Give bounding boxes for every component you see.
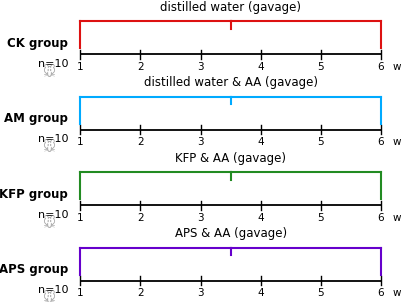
Text: 4: 4 [257, 137, 264, 147]
Text: 🐭: 🐭 [42, 292, 55, 302]
Text: 1: 1 [77, 288, 83, 298]
Text: 3: 3 [197, 288, 204, 298]
Text: KFP group: KFP group [0, 188, 68, 201]
Text: 6: 6 [378, 288, 384, 298]
Text: 4: 4 [257, 62, 264, 72]
Text: 5: 5 [318, 288, 324, 298]
Text: 5: 5 [318, 213, 324, 223]
Text: 🐭: 🐭 [42, 66, 55, 79]
Text: CK group: CK group [7, 37, 68, 50]
Text: 4: 4 [257, 288, 264, 298]
Text: APS group: APS group [0, 263, 68, 276]
Text: 🐭: 🐭 [42, 217, 55, 230]
Text: AM group: AM group [4, 112, 68, 125]
Text: 6: 6 [378, 213, 384, 223]
Text: n=10: n=10 [38, 134, 68, 144]
Text: 4: 4 [257, 213, 264, 223]
Text: APS & AA (gavage): APS & AA (gavage) [174, 227, 287, 240]
Text: 2: 2 [137, 213, 144, 223]
Text: 3: 3 [197, 213, 204, 223]
Text: distilled water & AA (gavage): distilled water & AA (gavage) [144, 76, 318, 89]
Text: 🐭: 🐭 [42, 141, 55, 155]
Text: 1: 1 [77, 213, 83, 223]
Text: 3: 3 [197, 62, 204, 72]
Text: n=10: n=10 [38, 210, 68, 220]
Text: 3: 3 [197, 137, 204, 147]
Text: weeks: weeks [393, 62, 401, 72]
Text: 5: 5 [318, 137, 324, 147]
Text: 5: 5 [318, 62, 324, 72]
Text: weeks: weeks [393, 288, 401, 298]
Text: 6: 6 [378, 137, 384, 147]
Text: 6: 6 [378, 62, 384, 72]
Text: n=10: n=10 [38, 59, 68, 69]
Text: 2: 2 [137, 62, 144, 72]
Text: weeks: weeks [393, 137, 401, 147]
Text: KFP & AA (gavage): KFP & AA (gavage) [175, 152, 286, 165]
Text: 2: 2 [137, 137, 144, 147]
Text: weeks: weeks [393, 213, 401, 223]
Text: 1: 1 [77, 62, 83, 72]
Text: distilled water (gavage): distilled water (gavage) [160, 1, 301, 14]
Text: 2: 2 [137, 288, 144, 298]
Text: 1: 1 [77, 137, 83, 147]
Text: n=10: n=10 [38, 285, 68, 295]
